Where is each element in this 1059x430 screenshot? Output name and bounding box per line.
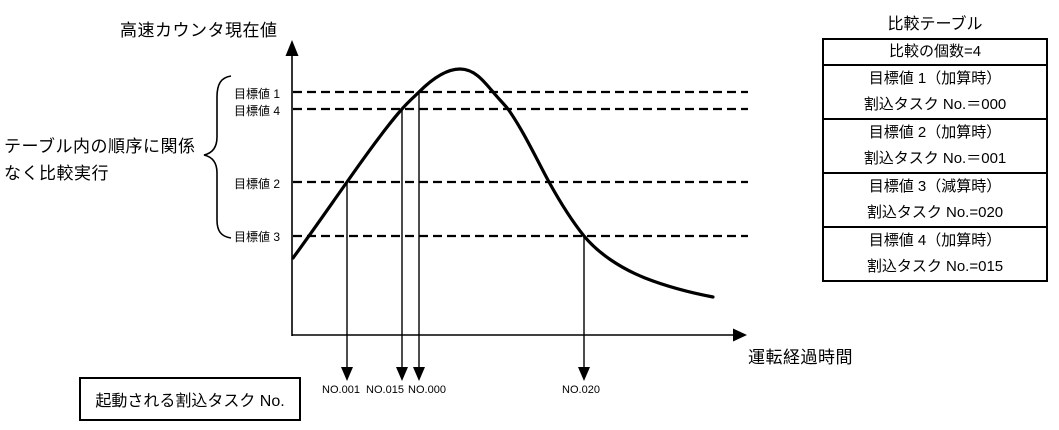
target1-type-label: 目標値 1（加算時）	[868, 70, 1002, 87]
target1-task-label: 割込タスク No.＝000	[863, 96, 1007, 113]
target4-task-label: 割込タスク No.=015	[866, 258, 1004, 275]
target-value-label-3: 目標値 3	[233, 230, 280, 244]
note-line-2: なく比較実行	[4, 164, 109, 183]
y-axis-title: 高速カウンタ現在値	[120, 21, 278, 40]
table-row-target2: 目標値 2（加算時） 割込タスク No.＝001	[824, 118, 1046, 172]
comparison-count-cell: 比較の個数=4	[824, 40, 1046, 66]
comparison-table-title: 比較テーブル	[887, 16, 983, 33]
down-arrow-icon	[413, 367, 425, 381]
table-row-target1: 目標値 1（加算時） 割込タスク No.＝000	[824, 66, 1046, 118]
x-axis-label: 運転経過時間	[748, 348, 853, 367]
comparison-table-grid: 比較の個数=4 目標値 1（加算時） 割込タスク No.＝000 目標値 2（加…	[822, 38, 1048, 282]
target-value-label-2: 目標値 2	[233, 177, 280, 191]
note-line-1: テーブル内の順序に関係	[4, 137, 196, 156]
target2-type-label: 目標値 2（加算時）	[868, 124, 1002, 141]
target-value-label-1: 目標値 1	[233, 87, 280, 101]
y-axis-arrow-icon	[285, 40, 299, 56]
event-task-label-no001: NO.001	[322, 384, 360, 396]
interrupt-task-box: 起動される割込タスク No.	[79, 377, 301, 421]
comparison-table: 比較テーブル 比較の個数=4 目標値 1（加算時） 割込タスク No.＝000 …	[822, 10, 1048, 282]
table-row-target3: 目標値 3（減算時） 割込タスク No.=020	[824, 172, 1046, 226]
target2-task-label: 割込タスク No.＝001	[863, 150, 1007, 167]
target4-type-label: 目標値 4（加算時）	[868, 232, 1002, 249]
counter-curve	[291, 67, 715, 299]
comparison-note: テーブル内の順序に関係 なく比較実行	[4, 133, 195, 187]
brace-icon	[203, 75, 232, 239]
interrupt-task-box-label: 起動される割込タスク No.	[95, 393, 285, 410]
down-arrow-icon	[578, 367, 590, 381]
down-arrow-icon	[396, 367, 408, 381]
target3-type-label: 目標値 3（減算時）	[868, 178, 1002, 195]
target-value-label-4: 目標値 4	[233, 104, 280, 118]
event-task-label-no020: NO.020	[562, 384, 600, 396]
x-axis-arrow-icon	[733, 328, 747, 342]
table-row-target4: 目標値 4（加算時） 割込タスク No.=015	[824, 226, 1046, 280]
event-task-label-no000: NO.000	[408, 384, 446, 396]
down-arrow-icon	[341, 367, 353, 381]
event-task-label-no015: NO.015	[366, 384, 404, 396]
target3-task-label: 割込タスク No.=020	[866, 204, 1004, 221]
